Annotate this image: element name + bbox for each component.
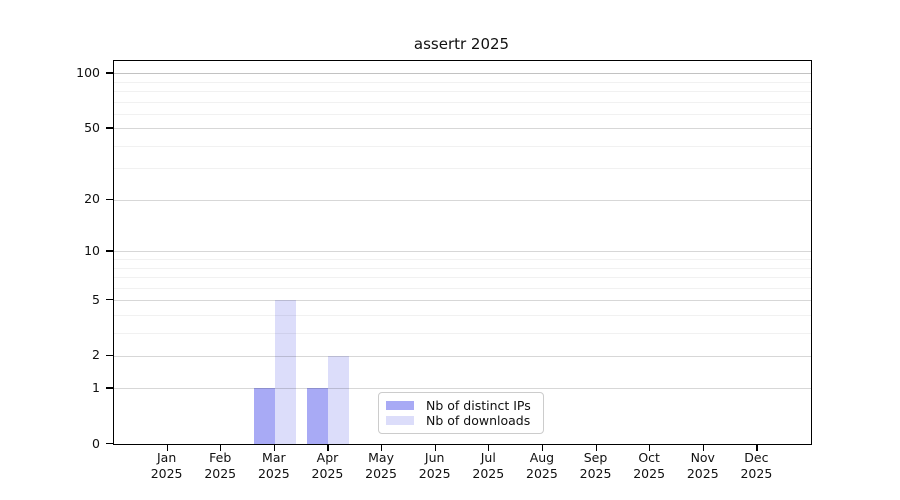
gridline-2	[114, 355, 811, 357]
x-tick-mark-may	[381, 444, 383, 451]
x-tick-mark-aug	[541, 444, 544, 451]
legend-label-nb-of-distinct-ips: Nb of distinct IPs	[426, 398, 531, 413]
y-tick-label-100: 100	[76, 64, 100, 80]
legend-item-nb-of-distinct-ips: Nb of distinct IPs	[386, 398, 535, 413]
y-tick-mark-5	[106, 299, 113, 301]
gridline-minor-80	[114, 91, 811, 93]
gridline-minor-60	[114, 113, 811, 115]
x-tick-label-feb: Feb 2025	[204, 450, 237, 481]
y-tick-mark-10	[106, 250, 113, 252]
y-tick-mark-100	[106, 72, 113, 74]
y-tick-mark-50	[106, 127, 113, 129]
x-tick-mark-feb	[220, 444, 222, 451]
grid-layer	[114, 61, 811, 444]
x-tick-label-dec: Dec 2025	[740, 450, 773, 481]
x-tick-mark-apr	[327, 444, 329, 451]
gridline-20	[114, 199, 811, 201]
gridline-50	[114, 128, 811, 130]
x-tick-mark-jun	[434, 444, 436, 451]
x-tick-label-jan: Jan 2025	[150, 450, 183, 481]
gridline-minor-6	[114, 287, 811, 289]
bar-nb-of-downloads-mar	[274, 300, 296, 444]
gridline-minor-9	[114, 259, 811, 261]
x-tick-mark-jan	[166, 444, 168, 451]
y-tick-label-5: 5	[92, 291, 100, 307]
gridline-100	[114, 73, 811, 75]
x-tick-label-aug: Aug 2025	[526, 450, 558, 481]
legend-swatch-nb-of-downloads	[386, 416, 414, 425]
y-tick-mark-20	[106, 198, 113, 200]
y-tick-label-2: 2	[92, 347, 100, 363]
x-tick-mark-dec	[756, 444, 758, 451]
gridline-minor-4	[114, 314, 811, 316]
y-tick-label-0: 0	[92, 435, 100, 451]
y-tick-label-20: 20	[84, 191, 100, 207]
y-tick-label-1: 1	[92, 379, 100, 395]
gridline-minor-8	[114, 267, 811, 269]
gridline-5	[114, 300, 811, 302]
x-tick-mark-sep	[595, 444, 597, 451]
x-tick-label-jul: Jul 2025	[472, 450, 505, 481]
bar-nb-of-distinct-ips-apr	[307, 388, 329, 444]
gridline-minor-3	[114, 332, 811, 334]
x-tick-label-jun: Jun 2025	[418, 450, 451, 481]
y-tick-label-10: 10	[84, 242, 100, 258]
x-tick-label-sep: Sep 2025	[579, 450, 612, 481]
legend-item-nb-of-downloads: Nb of downloads	[386, 413, 535, 428]
gridline-minor-30	[114, 168, 811, 170]
x-tick-mark-mar	[273, 444, 276, 451]
y-tick-mark-1	[106, 387, 113, 389]
bar-nb-of-distinct-ips-mar	[253, 388, 275, 444]
gridline-minor-40	[114, 145, 811, 147]
legend-label-nb-of-downloads: Nb of downloads	[426, 413, 531, 428]
x-tick-mark-nov	[702, 444, 704, 451]
bars-layer	[114, 61, 811, 444]
x-tick-mark-jul	[488, 444, 490, 451]
x-tick-label-oct: Oct 2025	[633, 450, 666, 481]
gridline-10	[114, 251, 811, 253]
y-tick-label-50: 50	[84, 119, 100, 135]
gridline-1	[114, 388, 811, 390]
plot-area	[113, 60, 812, 445]
x-tick-mark-oct	[649, 444, 651, 451]
legend: Nb of distinct IPs Nb of downloads	[378, 392, 544, 434]
gridline-minor-90	[114, 81, 811, 83]
chart-title: assertr 2025	[413, 35, 510, 53]
x-tick-label-nov: Nov 2025	[686, 450, 719, 481]
gridline-minor-70	[114, 101, 811, 103]
x-tick-label-apr: Apr 2025	[311, 450, 344, 481]
legend-swatch-nb-of-distinct-ips	[386, 401, 414, 410]
x-tick-label-may: May 2025	[365, 450, 397, 481]
gridline-minor-7	[114, 277, 811, 279]
bar-nb-of-downloads-apr	[328, 355, 350, 444]
x-tick-label-mar: Mar 2025	[257, 450, 290, 481]
y-tick-mark-2	[106, 354, 113, 356]
y-tick-mark-0	[106, 443, 113, 445]
